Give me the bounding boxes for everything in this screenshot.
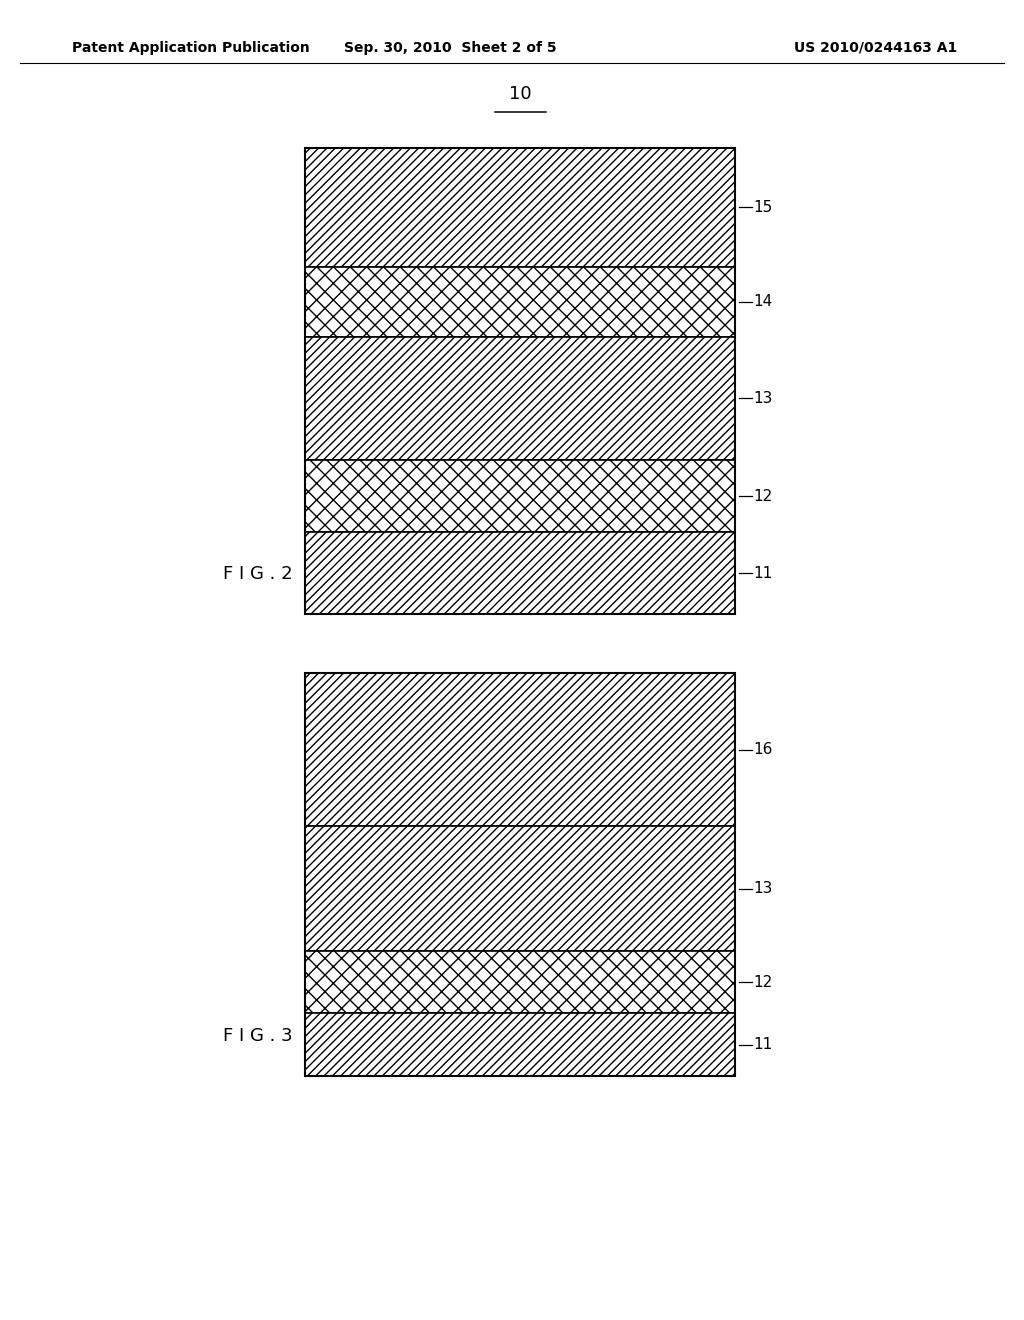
Text: 15: 15 [754, 199, 773, 215]
Text: 13: 13 [754, 391, 773, 405]
Text: 11: 11 [754, 1038, 773, 1052]
Bar [305, 1014, 735, 1076]
Bar [305, 673, 735, 1076]
Text: US 2010/0244163 A1: US 2010/0244163 A1 [795, 41, 957, 54]
Bar [305, 826, 735, 950]
Text: F I G . 3: F I G . 3 [223, 1027, 293, 1045]
Text: F I G . 2: F I G . 2 [223, 565, 293, 583]
Bar [305, 148, 735, 267]
Bar [305, 148, 735, 614]
Bar [305, 337, 735, 461]
Text: Sep. 30, 2010  Sheet 2 of 5: Sep. 30, 2010 Sheet 2 of 5 [344, 41, 557, 54]
Text: 12: 12 [754, 974, 773, 990]
Text: 14: 14 [754, 294, 773, 309]
Text: 13: 13 [754, 880, 773, 896]
Bar [305, 673, 735, 826]
Bar [305, 532, 735, 614]
Text: 11: 11 [754, 565, 773, 581]
Bar [305, 950, 735, 1014]
Bar [305, 461, 735, 532]
Text: Patent Application Publication: Patent Application Publication [72, 41, 309, 54]
Text: 16: 16 [754, 742, 773, 758]
Text: 10: 10 [509, 84, 531, 103]
Text: 12: 12 [754, 488, 773, 504]
Bar [305, 267, 735, 337]
